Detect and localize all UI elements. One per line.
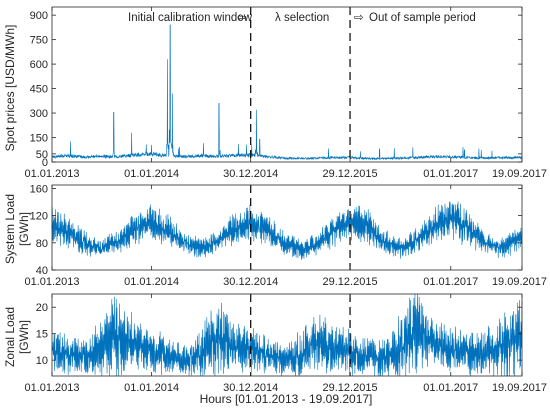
series-line xyxy=(51,24,523,161)
x-tick-label: 01.01.2014 xyxy=(124,276,179,288)
system-load-panel: 40 80 120 160 01.01.2013 01.01.2014 30.12.201… xyxy=(3,183,547,288)
y-axis-label-line2: [GWh] xyxy=(17,212,31,246)
plot-frame xyxy=(51,184,523,271)
annotation-right-arrow: ⇨ xyxy=(354,12,364,24)
zonal-load-line xyxy=(51,293,523,377)
y-tick-label: 20 xyxy=(36,302,48,314)
spot-price-line xyxy=(51,24,523,161)
series-line xyxy=(51,201,523,260)
x-tick-label: 01.01.2017 xyxy=(423,276,478,288)
x-tick-label: 01.01.2014 xyxy=(124,382,179,394)
x-tick-label: 01.01.2013 xyxy=(24,168,79,180)
x-tick-label: 19.09.2017 xyxy=(492,382,547,394)
x-axis-ticks: 01.01.2013 01.01.2014 30.12.2014 29.12.2015… xyxy=(24,294,547,394)
x-tick-label: 19.09.2017 xyxy=(492,168,547,180)
plot-frame xyxy=(51,293,523,377)
x-tick-label: 29.12.2015 xyxy=(323,168,378,180)
y-tick-label: 750 xyxy=(30,35,48,47)
x-axis-label: Hours [01.01.2013 - 19.09.2017] xyxy=(200,392,373,406)
y-axis-ticks: 050 150 300 450 600 750 900 xyxy=(30,10,522,169)
y-axis-label: Spot prices [USD/MWh] xyxy=(3,25,17,152)
y-tick-label: 15 xyxy=(36,329,48,341)
zonal-load-panel: 10 15 20 01.01.2013 01.01.2014 30.12.2014 29.… xyxy=(3,293,547,406)
x-tick-label: 29.12.2015 xyxy=(323,382,378,394)
y-axis-label-line2: [GWh] xyxy=(17,320,31,354)
y-tick-label: 150 xyxy=(30,133,48,145)
annotation-lambda-selection: λ selection xyxy=(275,12,329,24)
x-tick-label: 01.01.2014 xyxy=(124,168,179,180)
y-tick-label: 450 xyxy=(30,84,48,96)
x-tick-label: 19.09.2017 xyxy=(492,276,547,288)
annotation-calibration: Initial calibration window xyxy=(128,12,253,24)
y-tick-label: 0 xyxy=(42,157,48,169)
x-tick-label: 29.12.2015 xyxy=(323,276,378,288)
annotation-left-arrow: ⇦ xyxy=(237,12,247,24)
y-axis-label-line1: Zonal Load xyxy=(3,307,17,367)
window-dividers xyxy=(250,294,351,376)
y-tick-label: 600 xyxy=(30,59,48,71)
y-tick-label: 160 xyxy=(30,183,48,195)
y-tick-label: 50 xyxy=(36,149,48,161)
y-tick-label: 300 xyxy=(30,108,48,120)
series-line xyxy=(51,293,523,377)
window-dividers xyxy=(250,185,351,270)
x-axis-ticks: 01.01.2013 01.01.2014 30.12.2014 29.12.2015… xyxy=(24,185,547,288)
y-tick-label: 120 xyxy=(30,211,48,223)
x-tick-label: 01.01.2013 xyxy=(24,382,79,394)
x-tick-label: 30.12.2014 xyxy=(223,382,278,394)
y-tick-label: 10 xyxy=(36,355,48,367)
y-tick-label: 80 xyxy=(36,238,48,250)
x-tick-label: 30.12.2014 xyxy=(223,168,278,180)
system-load-line xyxy=(51,201,523,260)
y-tick-label: 900 xyxy=(30,10,48,22)
x-axis-ticks: 01.01.2013 01.01.2014 30.12.2014 29.12.2015… xyxy=(24,7,547,180)
x-tick-label: 01.01.2017 xyxy=(423,382,478,394)
annotation-out-of-sample: Out of sample period xyxy=(369,12,476,24)
x-tick-label: 30.12.2014 xyxy=(223,276,278,288)
x-tick-label: 01.01.2017 xyxy=(423,168,478,180)
x-tick-label: 01.01.2013 xyxy=(24,276,79,288)
y-tick-label: 40 xyxy=(36,265,48,277)
y-axis-ticks: 10 15 20 xyxy=(36,302,522,367)
y-axis-ticks: 40 80 120 160 xyxy=(30,183,522,277)
plot-frame xyxy=(51,6,523,163)
y-axis-label-line1: System Load xyxy=(3,194,17,264)
